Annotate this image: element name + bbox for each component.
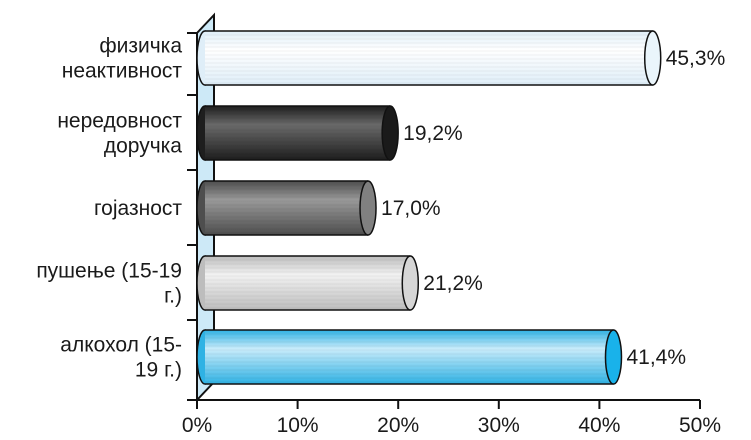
bar-2: [196, 105, 399, 161]
x-tick-label: 40%: [578, 414, 620, 437]
category-label: 19 г.): [135, 359, 182, 382]
bar-value-label: 17,0%: [381, 197, 441, 220]
bar-value-label: 21,2%: [423, 272, 483, 295]
bar-end-cap: [381, 105, 399, 161]
category-label: неактивност: [62, 60, 183, 83]
category-label: г.): [164, 285, 182, 308]
category-label: пушење (15-19: [36, 260, 182, 283]
bar-body: [205, 330, 614, 384]
bar-value-label: 19,2%: [403, 122, 463, 145]
bar-body: [205, 106, 391, 160]
x-tick-label: 0%: [182, 414, 212, 437]
bar-value-label: 45,3%: [666, 47, 726, 70]
bar-value-label: 41,4%: [626, 346, 686, 369]
x-tick-label: 50%: [679, 414, 721, 437]
bar-body: [205, 31, 653, 85]
bar-3: [196, 180, 377, 236]
bar-body: [205, 181, 369, 235]
bar-end-cap: [604, 329, 623, 385]
category-label: алкохол (15-: [60, 334, 182, 357]
bar-4: [196, 255, 420, 311]
category-label: нередовност: [57, 110, 182, 133]
bar-body: [205, 256, 411, 310]
bar-end-cap: [359, 180, 377, 236]
x-tick-label: 30%: [478, 414, 520, 437]
bar-end-cap: [643, 30, 662, 86]
category-label: гојазност: [94, 197, 182, 220]
x-tick-label: 10%: [277, 414, 319, 437]
category-label: доручка: [104, 135, 182, 158]
x-tick-label: 20%: [377, 414, 419, 437]
bar-end-cap: [401, 255, 420, 311]
bar-5: [196, 329, 623, 385]
category-label: физичка: [99, 35, 182, 58]
bar-1: [196, 30, 662, 86]
